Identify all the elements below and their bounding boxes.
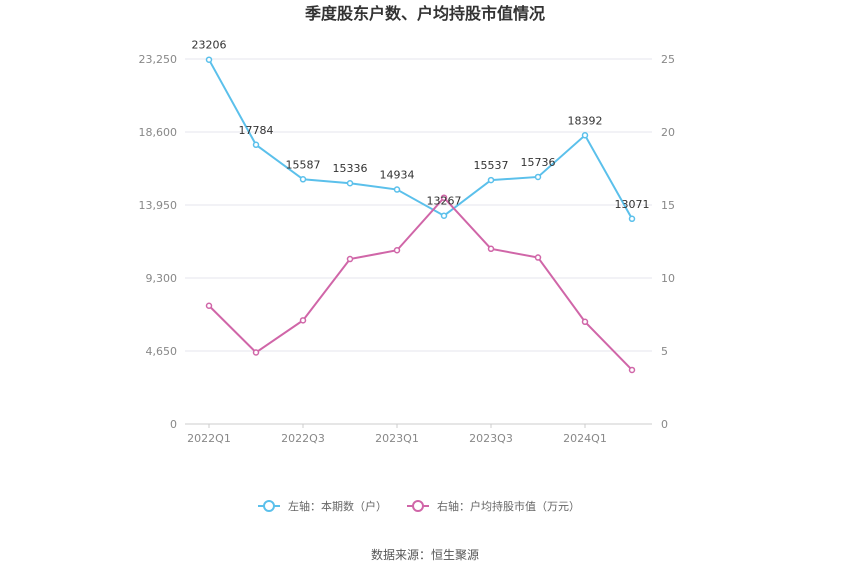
- series-2-point: [581, 318, 589, 326]
- series-2-point: [534, 254, 542, 261]
- series-1-point: [440, 212, 448, 219]
- data-label: 18392: [568, 114, 603, 127]
- series-2-point: [487, 245, 495, 253]
- data-label: 15537: [474, 159, 509, 172]
- series-2-point: [440, 194, 448, 201]
- series-1-point: [346, 179, 354, 187]
- x-tick-label: 2022Q3: [281, 432, 325, 445]
- series-2-point: [393, 247, 401, 254]
- legend-label-1: 左轴：本期数（户）: [288, 499, 387, 513]
- series-layer: [205, 56, 636, 374]
- series-1-point: [299, 176, 307, 183]
- data-label: 15736: [521, 156, 556, 169]
- series-2-point: [299, 317, 307, 324]
- data-label: 23206: [192, 39, 227, 52]
- legend-label-2: 右轴：户均持股市值（万元）: [437, 499, 580, 513]
- series-2-point: [628, 366, 636, 374]
- y-right-tick-label: 15: [661, 199, 675, 212]
- data-label: 15587: [286, 158, 321, 171]
- data-labels: 23206 17784 15587 15336 14934 13267 15537 15736…: [192, 39, 650, 211]
- series-2-point: [252, 349, 260, 356]
- series-1-point: [393, 186, 401, 193]
- series-1-point: [581, 132, 589, 139]
- y-left-tick-label: 18,600: [139, 126, 178, 139]
- x-tick-label: 2023Q3: [469, 432, 513, 445]
- y-left-tick-label: 0: [170, 418, 177, 431]
- data-label: 13071: [615, 198, 650, 211]
- series-line-1: [208, 59, 633, 220]
- y-right-tick-label: 5: [661, 345, 668, 358]
- source-note: 数据来源：恒生聚源: [371, 547, 479, 562]
- y-left-tick-label: 4,650: [146, 345, 178, 358]
- series-1-point: [252, 141, 260, 149]
- data-label: 13267: [427, 195, 462, 208]
- y-right-tick-label: 20: [661, 126, 675, 139]
- series-2-point: [205, 302, 213, 309]
- series-1-point: [628, 215, 636, 223]
- series-1-point: [487, 176, 495, 184]
- legend-swatch-marker-2: [412, 500, 424, 512]
- y-right-tick-label: 25: [661, 53, 675, 66]
- y-left-tick-label: 13,950: [139, 199, 178, 212]
- data-label: 15336: [333, 162, 368, 175]
- chart-title: 季度股东户数、户均持股市值情况: [304, 4, 545, 23]
- x-tick-label: 2023Q1: [375, 432, 419, 445]
- series-2-point: [346, 255, 354, 263]
- legend-swatch-marker-1: [263, 500, 275, 512]
- series-1-point: [534, 173, 542, 181]
- y-right-tick-label: 0: [661, 418, 668, 431]
- y-left-tick-label: 9,300: [146, 272, 178, 285]
- series-1-point: [205, 56, 213, 63]
- legend: 左轴：本期数（户） 右轴：户均持股市值（万元）: [258, 499, 580, 513]
- grid: [185, 58, 652, 425]
- x-tick-label: 2024Q1: [563, 432, 607, 445]
- y-right-tick-label: 10: [661, 272, 675, 285]
- series-line-2: [208, 196, 633, 371]
- x-tick-label: 2022Q1: [187, 432, 231, 445]
- data-label: 14934: [380, 169, 415, 182]
- axes: 0 4,650 9,300 13,950 18,600 23,250 0 5 10 15 20 25 2…: [139, 53, 676, 445]
- data-label: 17784: [239, 124, 274, 137]
- y-left-tick-label: 23,250: [139, 53, 178, 66]
